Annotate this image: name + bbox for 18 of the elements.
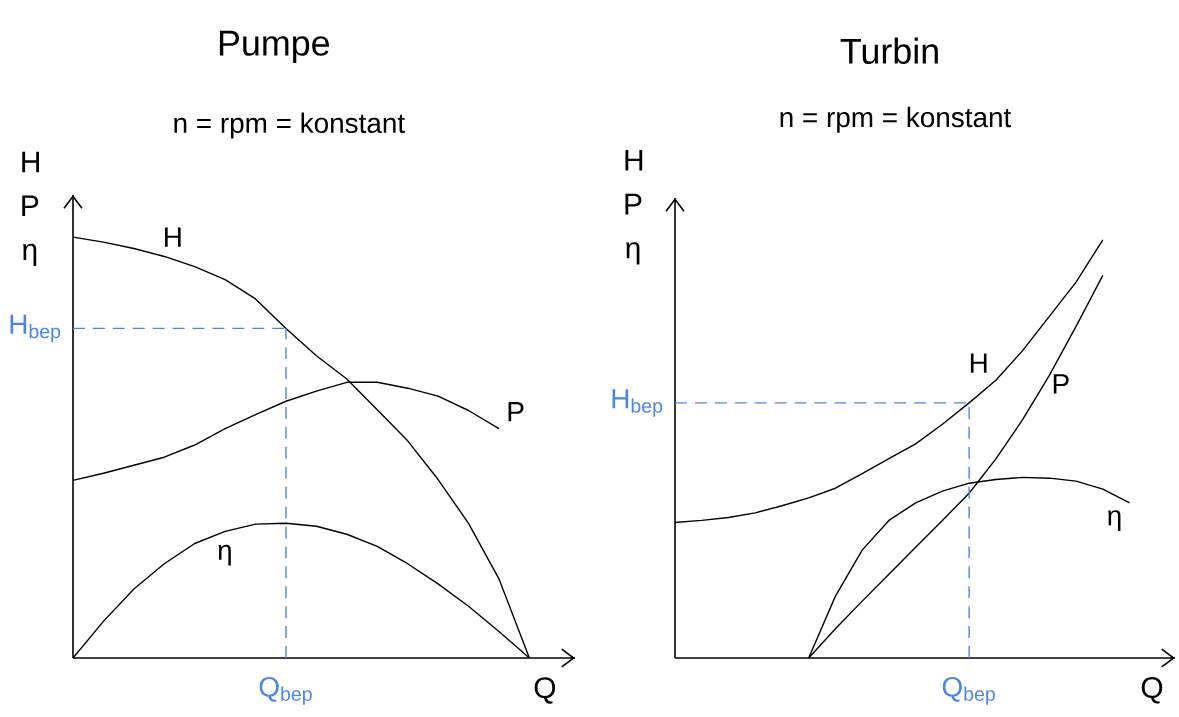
series-label: H — [970, 353, 987, 373]
series-label: P — [1053, 374, 1069, 394]
y-axis-title: H P η — [625, 149, 643, 265]
text: Q$_{bep}$ — [942, 676, 995, 705]
ref-line-label: H$_{bep}$ — [10, 314, 61, 343]
x-axis-title: Q — [1141, 676, 1163, 704]
series-label: H — [165, 227, 181, 247]
series-label: η — [218, 544, 231, 566]
chart-title: Turbin — [840, 37, 938, 64]
chart-subtitle: n = rpm = konstant — [174, 112, 405, 139]
y-axis-title: H P η — [22, 151, 39, 267]
chart-subtitle: n = rpm = konstant — [780, 106, 1012, 133]
text: Q$_{bep}$ — [259, 676, 312, 705]
chart-title: Pumpe — [219, 30, 329, 63]
x-axis-title: Q — [534, 677, 556, 704]
ref-line-label: H$_{bep}$ — [612, 389, 663, 417]
series-label: η — [1108, 510, 1121, 531]
series-label: P — [508, 402, 524, 422]
